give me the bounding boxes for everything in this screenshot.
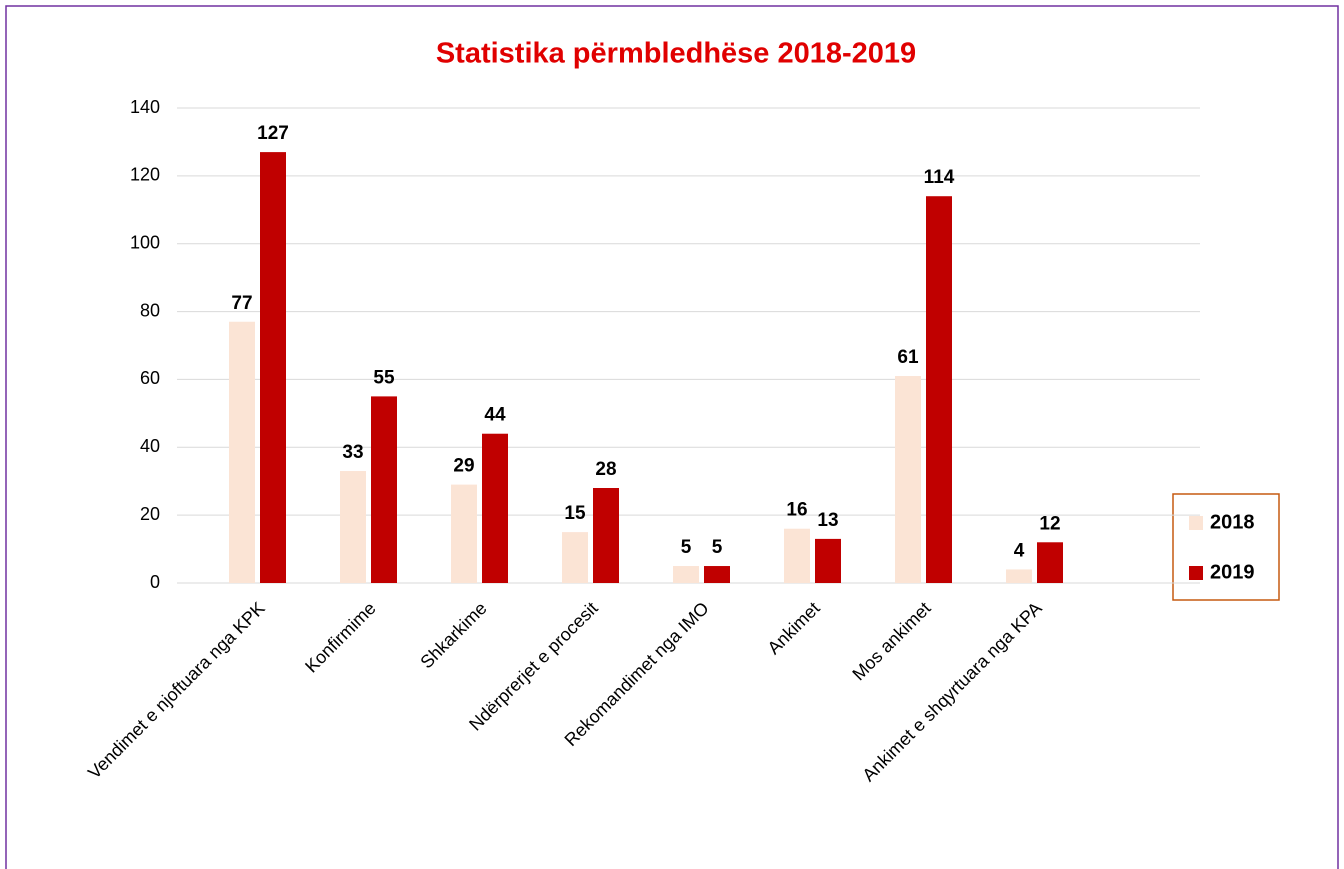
value-label: 61 [897,347,919,368]
bar [673,566,699,583]
chart-title: Statistika përmbledhëse 2018-2019 [436,38,916,70]
x-tick-label: Konfirmime [301,598,380,677]
y-tick-label: 80 [140,300,160,320]
value-label: 15 [564,503,586,524]
value-label: 55 [373,367,395,388]
value-label: 127 [257,123,289,144]
legend-swatch [1189,566,1203,580]
legend-label: 2019 [1210,561,1255,583]
frame [5,5,1339,869]
x-tick-label: Mos ankimet [848,598,934,684]
value-label: 5 [681,537,692,558]
value-label: 44 [484,405,506,426]
legend-swatch [1189,516,1203,530]
bar [1037,542,1063,583]
bar [784,528,810,583]
x-tick-label: Vendimet e njoftuara nga KPK [84,598,269,783]
bar [229,321,255,583]
legend-box [1172,493,1280,601]
y-tick-label: 0 [150,572,160,592]
value-label: 13 [817,510,838,531]
value-label: 29 [453,456,474,477]
value-label: 16 [786,500,807,521]
value-label: 33 [342,442,363,463]
bar [1006,569,1032,583]
bar [815,538,841,583]
value-label: 4 [1014,540,1025,561]
bar [704,566,730,583]
value-label: 77 [231,293,252,314]
bar [593,488,619,583]
value-label: 12 [1039,513,1060,534]
x-tick-label: Shkarkime [416,598,490,672]
x-tick-label: Ankimet [764,598,824,658]
bar [895,376,921,583]
x-tick-label: Ankimet e shqyrtuara nga KPA [858,598,1045,785]
y-tick-label: 20 [140,504,160,524]
bar [340,471,366,583]
bar [260,152,286,583]
y-tick-label: 120 [130,165,160,185]
bar [482,433,508,583]
value-label: 28 [595,459,616,480]
bar [371,396,397,583]
bar [926,196,952,583]
y-tick-label: 40 [140,436,160,456]
legend-label: 2018 [1210,511,1255,533]
bar [562,532,588,583]
value-label: 5 [712,537,723,558]
y-tick-label: 100 [130,232,160,252]
bar [451,484,477,583]
value-label: 114 [924,167,955,188]
y-tick-label: 140 [130,97,160,117]
y-tick-label: 60 [140,368,160,388]
